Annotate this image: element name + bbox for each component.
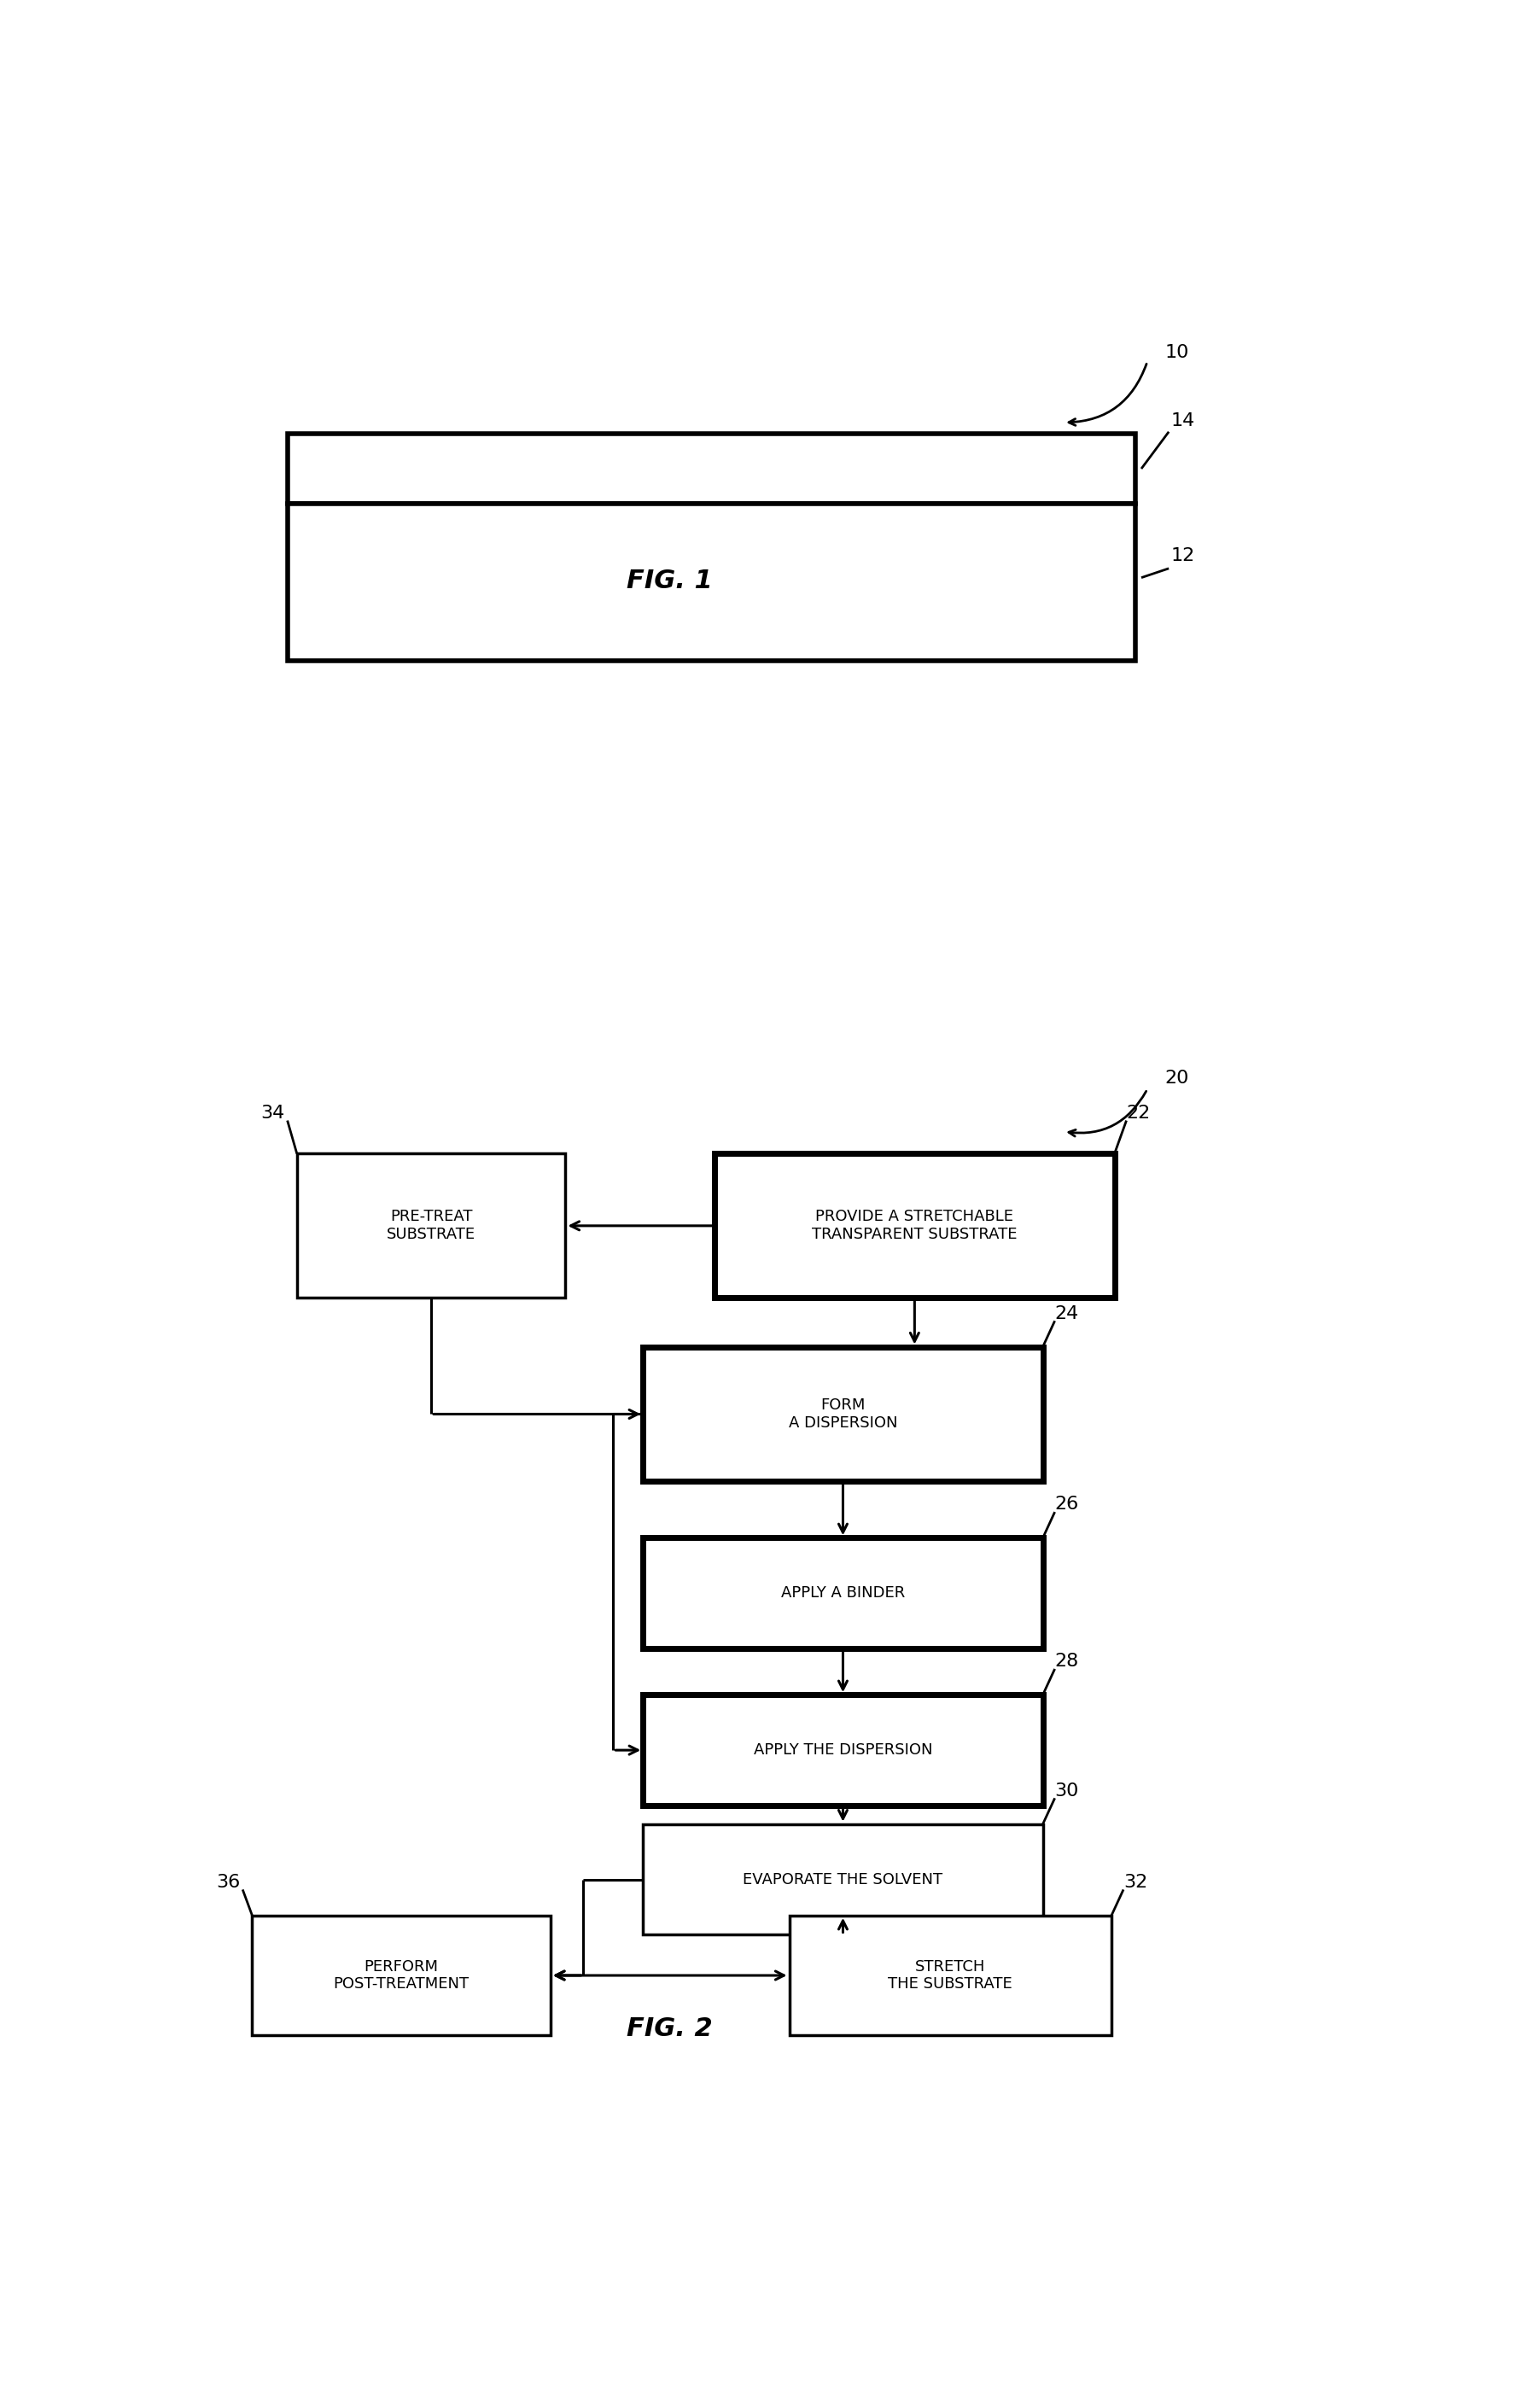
Text: APPLY THE DISPERSION: APPLY THE DISPERSION: [753, 1743, 932, 1758]
Text: APPLY A BINDER: APPLY A BINDER: [781, 1585, 906, 1602]
Text: 36: 36: [216, 1873, 240, 1890]
Bar: [644, 1695, 1043, 1806]
Text: FIG. 2: FIG. 2: [627, 2017, 713, 2041]
Text: 14: 14: [1170, 412, 1195, 429]
Text: STRETCH
THE SUBSTRATE: STRETCH THE SUBSTRATE: [889, 1959, 1013, 1993]
Bar: [715, 1153, 1115, 1297]
FancyArrowPatch shape: [1069, 1091, 1146, 1137]
Bar: [790, 1916, 1112, 2036]
Bar: [644, 1537, 1043, 1647]
Bar: [253, 1916, 551, 2036]
Text: 26: 26: [1055, 1496, 1080, 1513]
Text: 12: 12: [1170, 547, 1195, 564]
Bar: [297, 1153, 565, 1297]
Text: EVAPORATE THE SOLVENT: EVAPORATE THE SOLVENT: [742, 1873, 942, 1887]
Text: PERFORM
POST-TREATMENT: PERFORM POST-TREATMENT: [334, 1959, 470, 1993]
Text: FIG. 1: FIG. 1: [627, 568, 713, 595]
Bar: [288, 504, 1135, 662]
Text: 10: 10: [1166, 343, 1189, 362]
Text: 28: 28: [1055, 1652, 1080, 1669]
Text: PRE-TREAT
SUBSTRATE: PRE-TREAT SUBSTRATE: [387, 1209, 476, 1242]
Text: 20: 20: [1166, 1070, 1189, 1086]
Bar: [644, 1348, 1043, 1482]
Text: PROVIDE A STRETCHABLE
TRANSPARENT SUBSTRATE: PROVIDE A STRETCHABLE TRANSPARENT SUBSTR…: [812, 1209, 1018, 1242]
FancyArrowPatch shape: [1069, 364, 1146, 424]
Text: 24: 24: [1055, 1305, 1080, 1321]
Text: FORM
A DISPERSION: FORM A DISPERSION: [788, 1398, 898, 1432]
Text: 22: 22: [1126, 1105, 1150, 1122]
Text: 32: 32: [1124, 1873, 1147, 1890]
Text: 34: 34: [260, 1105, 285, 1122]
Text: 30: 30: [1055, 1782, 1080, 1798]
Bar: [644, 1825, 1043, 1935]
Bar: [288, 434, 1135, 504]
